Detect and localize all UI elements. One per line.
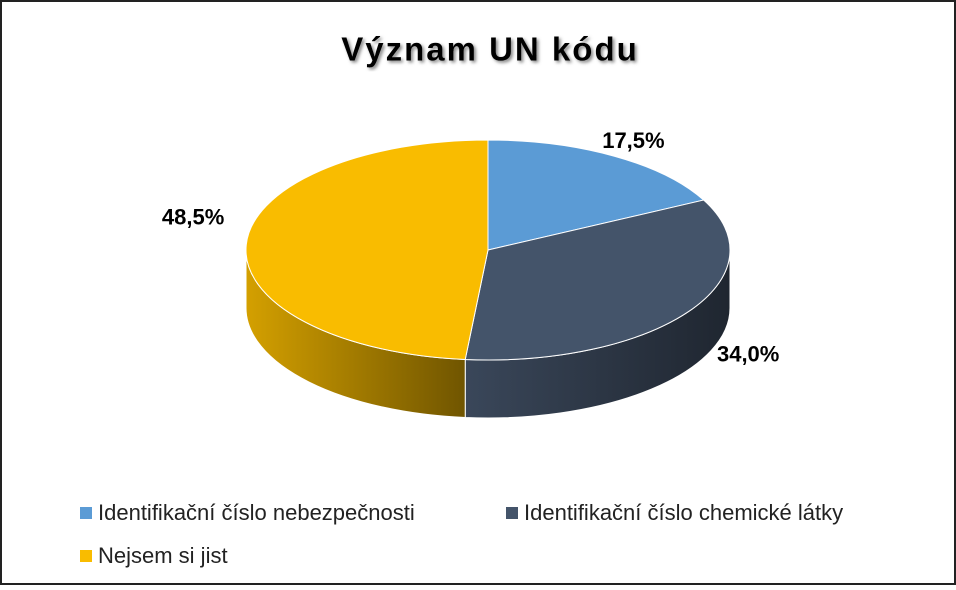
pie-slice — [487, 139, 705, 251]
legend-label: Nejsem si jist — [98, 543, 228, 568]
chart-title: Význam UN kódu — [341, 31, 639, 68]
data-label: 17,5% — [602, 128, 664, 153]
pie-slice — [464, 199, 731, 361]
legend-swatch — [80, 507, 92, 519]
legend-swatch — [80, 550, 92, 562]
pie — [245, 139, 731, 419]
legend-label: Identifikační číslo chemické látky — [524, 500, 843, 525]
legend-swatch — [506, 507, 518, 519]
legend: Identifikační číslo nebezpečnosti Identif… — [80, 500, 843, 568]
legend-label: Identifikační číslo nebezpečnosti — [98, 500, 415, 525]
data-label: 48,5% — [162, 204, 224, 229]
pie-slice — [245, 139, 489, 361]
data-label: 34,0% — [717, 342, 779, 367]
